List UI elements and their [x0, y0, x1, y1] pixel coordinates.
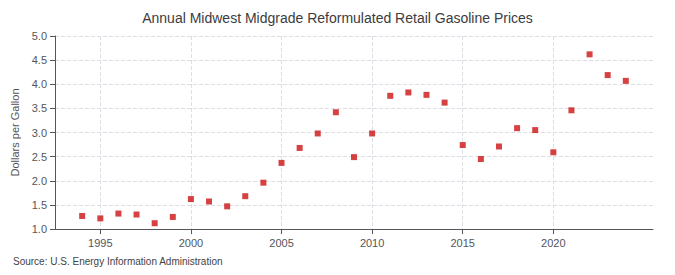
svg-text:5.0: 5.0: [32, 30, 47, 42]
svg-text:4.0: 4.0: [32, 78, 47, 90]
svg-text:2000: 2000: [179, 237, 203, 249]
svg-text:2010: 2010: [360, 237, 384, 249]
svg-text:1995: 1995: [88, 237, 112, 249]
svg-text:2015: 2015: [450, 237, 474, 249]
svg-text:Dollars per Gallon: Dollars per Gallon: [9, 88, 21, 176]
svg-text:Source: U.S. Energy Informatio: Source: U.S. Energy Information Administ…: [13, 256, 223, 267]
svg-text:2.5: 2.5: [32, 151, 47, 163]
svg-text:2.0: 2.0: [32, 175, 47, 187]
svg-text:2005: 2005: [269, 237, 293, 249]
svg-text:2020: 2020: [541, 237, 565, 249]
svg-text:1.5: 1.5: [32, 199, 47, 211]
svg-text:Annual Midwest Midgrade Reform: Annual Midwest Midgrade Reformulated Ret…: [142, 10, 533, 26]
svg-text:3.5: 3.5: [32, 102, 47, 114]
svg-text:1.0: 1.0: [32, 223, 47, 235]
svg-text:3.0: 3.0: [32, 127, 47, 139]
svg-text:4.5: 4.5: [32, 54, 47, 66]
